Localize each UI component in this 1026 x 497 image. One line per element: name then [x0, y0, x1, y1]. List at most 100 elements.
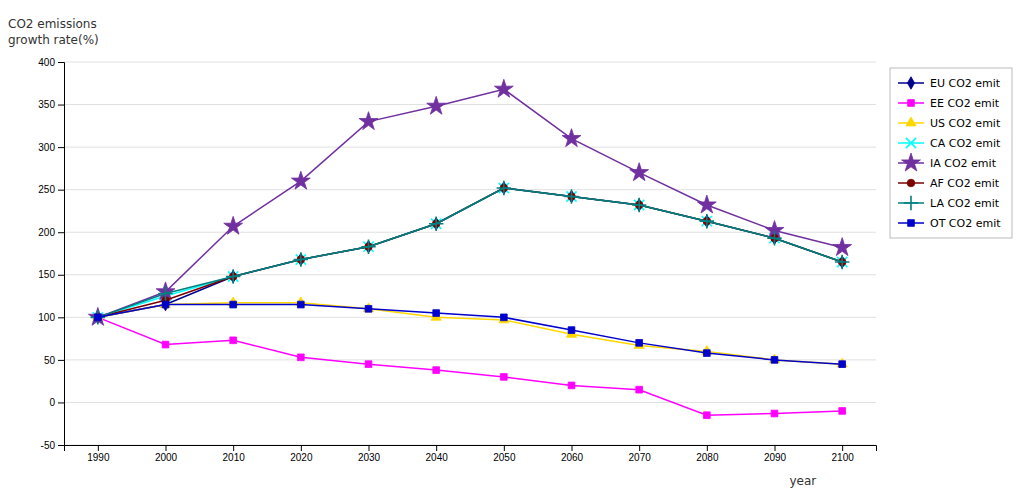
legend: EU CO2 emitEE CO2 emitUS CO2 emitCA CO2 … [890, 68, 1012, 238]
legend-marker [906, 138, 916, 148]
series-point [162, 301, 169, 308]
series-point [636, 340, 643, 347]
series [88, 79, 851, 325]
y-tick-label: 0 [49, 397, 55, 408]
grid-line [64, 104, 876, 105]
x-tick-mark [98, 445, 99, 451]
series-point [224, 216, 243, 234]
series-point [361, 239, 375, 253]
series-point [837, 358, 847, 367]
x-tick: 2090 [764, 445, 787, 463]
y-tick: 100 [38, 312, 64, 323]
series-point [839, 408, 846, 415]
legend-marker [906, 117, 916, 126]
x-tick: 2100 [832, 445, 855, 463]
legend-marker [902, 153, 921, 171]
legend-item: EU CO2 emit [898, 77, 1001, 90]
series-point [230, 301, 237, 308]
series-point [365, 305, 372, 312]
plot: 1990200020102020203020402050206020702080… [38, 57, 876, 463]
series-line [98, 188, 842, 317]
y-tick-label: -50 [41, 440, 56, 451]
series-point [630, 163, 649, 181]
series-point [162, 341, 169, 348]
x-tick: 2030 [358, 445, 381, 463]
series-point [497, 181, 511, 195]
x-tick: 2010 [223, 445, 246, 463]
legend-item: LA CO2 emit [898, 196, 1000, 210]
x-tick-mark [775, 445, 776, 451]
y-tick-mark [58, 105, 64, 106]
series-line [98, 89, 842, 317]
y-tick-label: 50 [44, 355, 56, 366]
x-tick-mark [369, 445, 370, 451]
x-tick: 2070 [629, 445, 652, 463]
legend-label: EE CO2 emit [930, 97, 1000, 110]
series-point [297, 301, 304, 308]
x-tick-mark [166, 445, 167, 451]
series-line [98, 188, 842, 317]
series-point [429, 216, 443, 230]
legend-item: AF CO2 emit [898, 177, 1000, 190]
y-tick-mark [58, 62, 64, 63]
x-tick-mark [707, 445, 708, 451]
y-tick-mark [58, 360, 64, 361]
series-point [562, 129, 581, 147]
legend-marker [908, 220, 915, 227]
series [93, 297, 848, 367]
x-tick-label: 2010 [223, 452, 246, 463]
x-tick-label: 2020 [290, 452, 313, 463]
series-point [568, 327, 575, 334]
y-tick-label: 250 [38, 184, 55, 195]
series-point [771, 410, 778, 417]
x-tick-label: 2040 [426, 452, 449, 463]
legend-label: AF CO2 emit [930, 177, 1000, 190]
series [94, 301, 845, 367]
x-tick: 1990 [87, 445, 110, 463]
grid-line [64, 359, 876, 360]
series-point [427, 96, 446, 114]
x-tick-label: 2000 [155, 452, 178, 463]
x-tick-mark [504, 445, 505, 451]
grid-line [64, 402, 876, 403]
series-point [94, 314, 101, 321]
x-tick: 2000 [155, 445, 178, 463]
series-point [697, 195, 716, 213]
legend-item: OT CO2 emit [898, 217, 1001, 230]
legend-marker [907, 179, 915, 187]
y-tick-label: 350 [38, 99, 55, 110]
y-tick-mark [58, 190, 64, 191]
series-point [700, 214, 714, 228]
y-tick: 300 [38, 142, 64, 153]
x-axis-line [65, 446, 877, 452]
y-tick-mark [58, 402, 64, 403]
y-axis-title: CO2 emissionsgrowth rate(%) [8, 17, 99, 47]
x-tick-mark [301, 445, 302, 451]
x-tick-mark [436, 445, 437, 451]
series-point [568, 382, 575, 389]
series-point [433, 367, 440, 374]
y-tick: 350 [38, 99, 64, 110]
series-group [88, 79, 851, 418]
series-point [363, 303, 373, 312]
series-point [771, 357, 778, 364]
legend-item: EE CO2 emit [898, 97, 1000, 110]
x-tick-label: 2100 [832, 452, 855, 463]
series-line [98, 188, 842, 317]
series [94, 184, 846, 321]
series-line [98, 303, 842, 364]
y-tick: 400 [38, 57, 64, 68]
series-point [632, 198, 646, 212]
x-tick-mark [639, 445, 640, 451]
grid-line [64, 62, 876, 63]
series-point [703, 412, 710, 419]
x-tick-mark [572, 445, 573, 451]
legend-marker [904, 196, 918, 210]
grid-line [64, 189, 876, 190]
x-axis-title: year [790, 474, 817, 488]
legend-marker [908, 100, 915, 107]
series-point [91, 310, 105, 324]
y-tick-label: 200 [38, 227, 55, 238]
y-tick: 200 [38, 227, 64, 238]
y-tick: 250 [38, 184, 64, 195]
